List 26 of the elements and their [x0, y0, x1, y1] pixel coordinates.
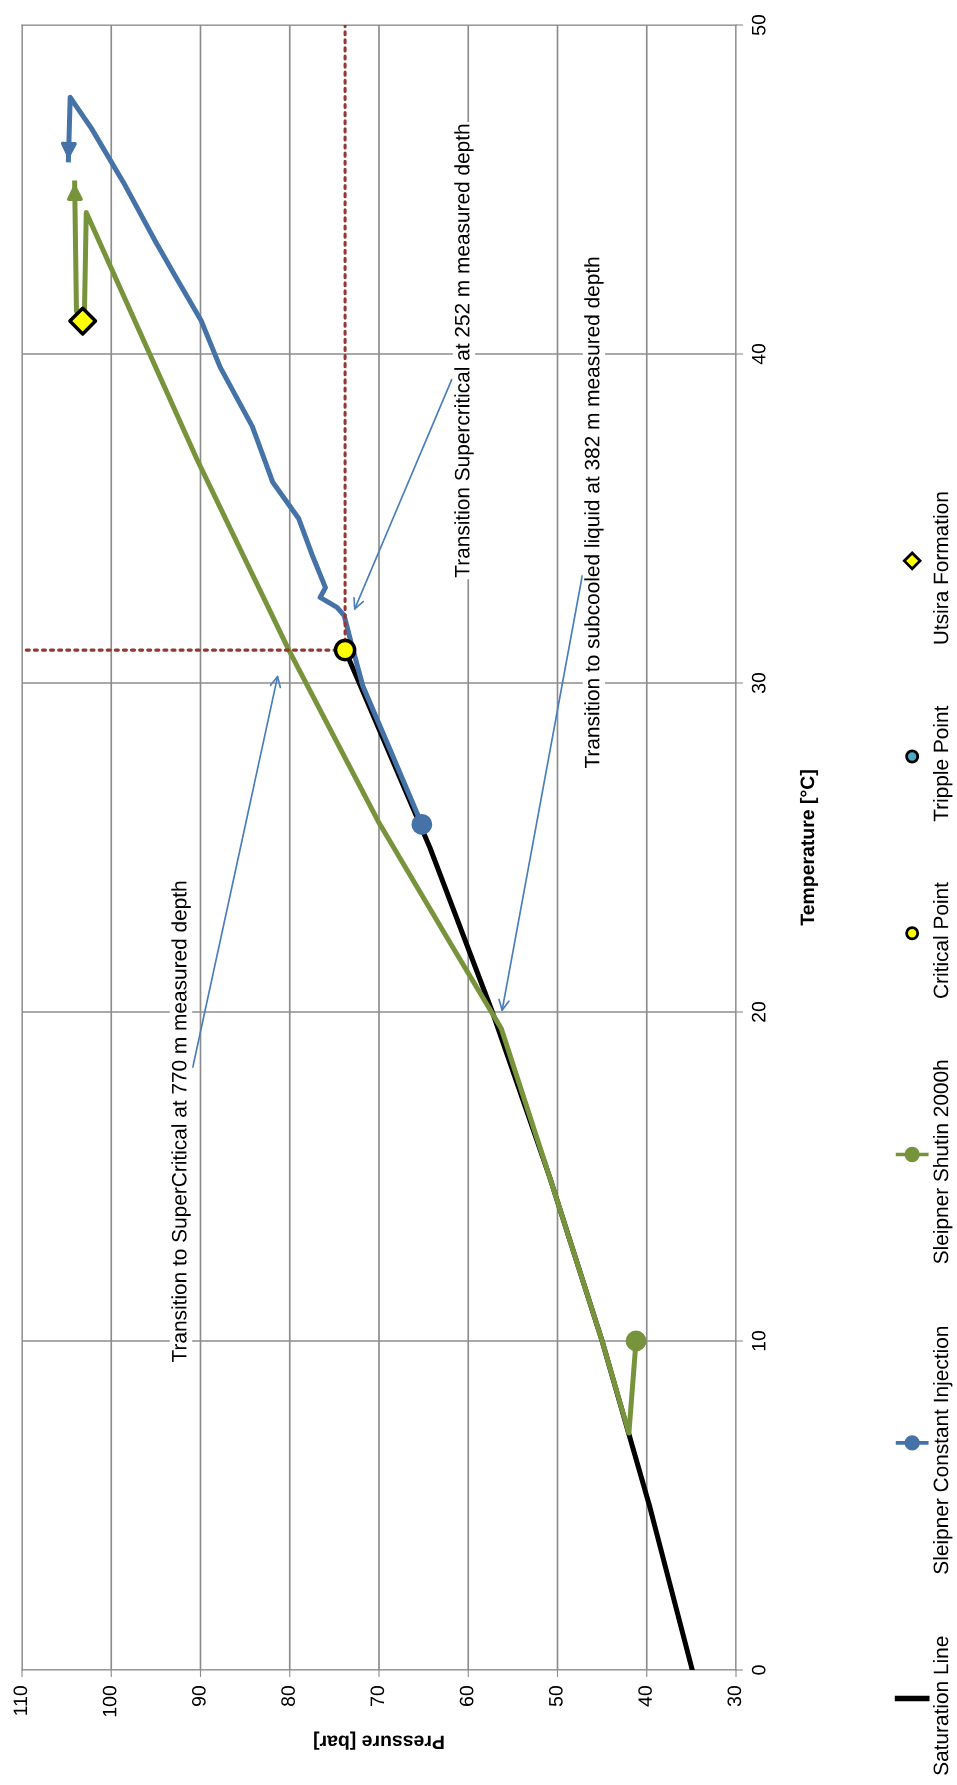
- y-tick-label: 0: [751, 1665, 766, 1675]
- y-tick-label: 30: [751, 672, 766, 694]
- y-axis-title: Temperature [°C]: [799, 770, 819, 926]
- legend-label: Tripple Point: [933, 705, 953, 822]
- y-tick-label: 50: [751, 14, 766, 36]
- annotation: Transition Supercritical at 252 m measured depth: [454, 124, 474, 578]
- x-tick-label: 80: [281, 1686, 295, 1707]
- y-tick-label: 10: [751, 1330, 766, 1351]
- y-tick-label: 20: [751, 1001, 766, 1022]
- annotation: Transition to SuperCritical at 770 m measured depth: [171, 881, 191, 1362]
- x-tick-label: 110: [13, 1686, 28, 1715]
- x-tick-label: 30: [727, 1686, 742, 1707]
- legend-label: Sleipner Shutin 2000h: [933, 1060, 953, 1264]
- x-tick-label: 60: [459, 1686, 474, 1706]
- legend-label: Sleipner Constant Injection: [933, 1327, 953, 1574]
- legend-label: Critical Point: [933, 882, 949, 998]
- x-tick-label: 100: [102, 1686, 117, 1717]
- legend-label: Utsira Formation: [933, 492, 949, 644]
- y-tick-label: 40: [751, 343, 766, 365]
- x-tick-label: 90: [191, 1686, 206, 1706]
- legend-label: Saturation Line: [933, 1636, 949, 1775]
- x-tick-label: 70: [370, 1686, 385, 1706]
- annotation: Transition to subcooled liquid at 382 m measured depth: [584, 257, 604, 769]
- x-axis-title: Pressure [bar]: [314, 1731, 444, 1750]
- x-tick-label: 40: [638, 1686, 652, 1707]
- x-tick-label: 50: [548, 1686, 563, 1707]
